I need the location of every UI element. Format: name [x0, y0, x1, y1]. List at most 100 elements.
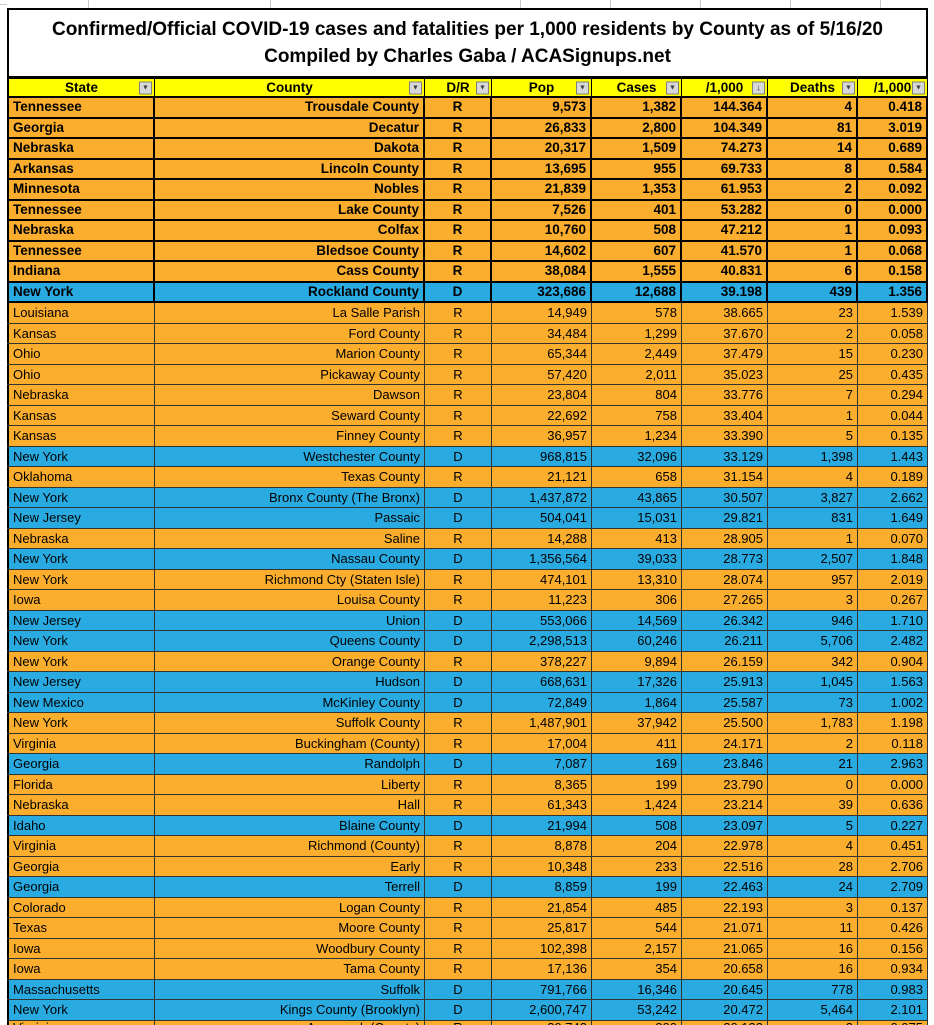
- cell-per1000[interactable]: 33.404: [682, 405, 768, 425]
- cell-cases[interactable]: 2,157: [592, 938, 682, 958]
- cell-state[interactable]: Tennessee: [7, 98, 155, 117]
- cell-deaths[interactable]: 5: [768, 426, 858, 446]
- cell-deaths-per1000[interactable]: 0.000: [858, 200, 928, 219]
- cell-pop[interactable]: 1,356,564: [492, 549, 592, 569]
- cell-party[interactable]: R: [425, 938, 492, 958]
- cell-party[interactable]: D: [425, 631, 492, 651]
- filter-icon[interactable]: ▼: [912, 81, 925, 94]
- cell-county[interactable]: Tama County: [155, 959, 425, 979]
- cell-cases[interactable]: 2,800: [592, 118, 682, 137]
- cell-per1000[interactable]: 41.570: [682, 241, 768, 260]
- cell-per1000[interactable]: 26.211: [682, 631, 768, 651]
- cell-deaths-per1000[interactable]: 0.092: [858, 180, 928, 199]
- cell-party[interactable]: R: [425, 118, 492, 137]
- cell-deaths-per1000[interactable]: 1.356: [858, 282, 928, 301]
- cell-cases[interactable]: 1,509: [592, 139, 682, 158]
- cell-deaths-per1000[interactable]: 0.584: [858, 159, 928, 178]
- cell-deaths-per1000[interactable]: 0.137: [858, 897, 928, 917]
- cell-deaths[interactable]: 1: [768, 241, 858, 260]
- cell-deaths[interactable]: 21: [768, 754, 858, 774]
- cell-per1000[interactable]: 22.978: [682, 836, 768, 856]
- cell-state[interactable]: Arkansas: [7, 159, 155, 178]
- cell-deaths-per1000[interactable]: 2.706: [858, 856, 928, 876]
- cell-deaths[interactable]: 15: [768, 344, 858, 364]
- cell-party[interactable]: R: [425, 528, 492, 548]
- cell-cases[interactable]: 14,569: [592, 610, 682, 630]
- cell-pop[interactable]: 1,487,901: [492, 713, 592, 733]
- cell-deaths-per1000[interactable]: 2.101: [858, 1000, 928, 1020]
- cell-county[interactable]: Moore County: [155, 918, 425, 938]
- cell-deaths[interactable]: 957: [768, 569, 858, 589]
- cell-per1000[interactable]: 28.905: [682, 528, 768, 548]
- cell-cases[interactable]: 199: [592, 774, 682, 794]
- cell-deaths-per1000[interactable]: 1.002: [858, 692, 928, 712]
- cell-deaths[interactable]: 2: [768, 733, 858, 753]
- cell-per1000[interactable]: 53.282: [682, 200, 768, 219]
- cell-county[interactable]: Accomack (County): [155, 1020, 425, 1025]
- cell-county[interactable]: Seward County: [155, 405, 425, 425]
- cell-state[interactable]: Colorado: [7, 897, 155, 917]
- cell-state[interactable]: Ohio: [7, 344, 155, 364]
- cell-per1000[interactable]: 22.463: [682, 877, 768, 897]
- cell-party[interactable]: R: [425, 836, 492, 856]
- cell-state[interactable]: Virginia: [7, 733, 155, 753]
- cell-pop[interactable]: 323,686: [492, 282, 592, 301]
- cell-cases[interactable]: 37,942: [592, 713, 682, 733]
- cell-party[interactable]: R: [425, 795, 492, 815]
- cell-state[interactable]: Oklahoma: [7, 467, 155, 487]
- cell-deaths[interactable]: 3: [768, 897, 858, 917]
- cell-deaths-per1000[interactable]: 2.662: [858, 487, 928, 507]
- cell-deaths-per1000[interactable]: 0.075: [858, 1020, 928, 1025]
- cell-cases[interactable]: 15,031: [592, 508, 682, 528]
- cell-cases[interactable]: 411: [592, 733, 682, 753]
- cell-county[interactable]: Terrell: [155, 877, 425, 897]
- cell-deaths[interactable]: 0: [768, 200, 858, 219]
- cell-per1000[interactable]: 26.342: [682, 610, 768, 630]
- cell-state[interactable]: Minnesota: [7, 180, 155, 199]
- cell-party[interactable]: R: [425, 774, 492, 794]
- cell-cases[interactable]: 955: [592, 159, 682, 178]
- cell-deaths[interactable]: 1,045: [768, 672, 858, 692]
- cell-pop[interactable]: 2,600,747: [492, 1000, 592, 1020]
- cell-cases[interactable]: 12,688: [592, 282, 682, 301]
- cell-deaths[interactable]: 3,827: [768, 487, 858, 507]
- cell-deaths-per1000[interactable]: 2.963: [858, 754, 928, 774]
- cell-per1000[interactable]: 69.733: [682, 159, 768, 178]
- cell-cases[interactable]: 578: [592, 303, 682, 323]
- cell-party[interactable]: D: [425, 549, 492, 569]
- cell-pop[interactable]: 36,957: [492, 426, 592, 446]
- cell-per1000[interactable]: 33.129: [682, 446, 768, 466]
- cell-deaths-per1000[interactable]: 0.294: [858, 385, 928, 405]
- cell-state[interactable]: Indiana: [7, 262, 155, 281]
- cell-deaths-per1000[interactable]: 0.426: [858, 918, 928, 938]
- cell-party[interactable]: D: [425, 672, 492, 692]
- cell-party[interactable]: R: [425, 323, 492, 343]
- cell-party[interactable]: R: [425, 364, 492, 384]
- cell-county[interactable]: Decatur: [155, 118, 425, 137]
- cell-county[interactable]: Orange County: [155, 651, 425, 671]
- cell-cases[interactable]: 508: [592, 815, 682, 835]
- cell-pop[interactable]: 2,298,513: [492, 631, 592, 651]
- cell-deaths[interactable]: 6: [768, 262, 858, 281]
- cell-party[interactable]: D: [425, 508, 492, 528]
- cell-pop[interactable]: 102,398: [492, 938, 592, 958]
- cell-state[interactable]: Ohio: [7, 364, 155, 384]
- cell-pop[interactable]: 14,602: [492, 241, 592, 260]
- cell-party[interactable]: R: [425, 385, 492, 405]
- cell-county[interactable]: Logan County: [155, 897, 425, 917]
- filter-icon[interactable]: ▼: [139, 81, 152, 94]
- cell-pop[interactable]: 474,101: [492, 569, 592, 589]
- cell-party[interactable]: D: [425, 446, 492, 466]
- cell-county[interactable]: Pickaway County: [155, 364, 425, 384]
- cell-per1000[interactable]: 61.953: [682, 180, 768, 199]
- cell-per1000[interactable]: 23.214: [682, 795, 768, 815]
- cell-deaths-per1000[interactable]: 1.649: [858, 508, 928, 528]
- cell-deaths-per1000[interactable]: 0.689: [858, 139, 928, 158]
- cell-cases[interactable]: 1,555: [592, 262, 682, 281]
- cell-deaths-per1000[interactable]: 0.636: [858, 795, 928, 815]
- cell-pop[interactable]: 7,526: [492, 200, 592, 219]
- cell-deaths[interactable]: 1: [768, 221, 858, 240]
- cell-per1000[interactable]: 25.587: [682, 692, 768, 712]
- cell-state[interactable]: Georgia: [7, 877, 155, 897]
- cell-per1000[interactable]: 20.472: [682, 1000, 768, 1020]
